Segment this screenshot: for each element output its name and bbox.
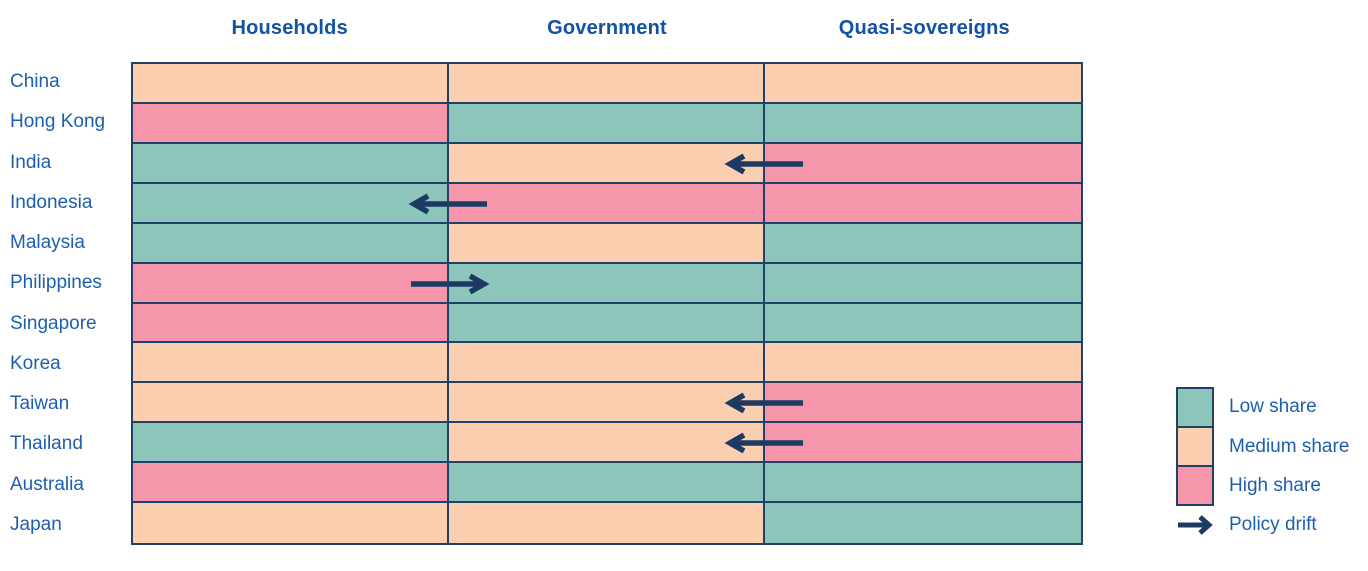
heatmap-cell xyxy=(449,303,765,344)
column-header: Quasi-sovereigns xyxy=(838,16,1010,39)
heatmap-cell xyxy=(449,503,765,543)
heatmap-cell xyxy=(765,423,1081,464)
row-label: Korea xyxy=(10,352,61,374)
heatmap-cell xyxy=(449,383,765,424)
heatmap-cell xyxy=(765,183,1081,224)
heatmap-cell xyxy=(765,103,1081,144)
legend-label: Low share xyxy=(1229,395,1317,417)
legend-label: High share xyxy=(1229,475,1321,497)
heatmap-cell xyxy=(449,263,765,304)
heatmap-cell xyxy=(133,183,449,224)
row-label: Japan xyxy=(10,513,62,535)
row-label: Malaysia xyxy=(10,232,85,254)
row-label: Indonesia xyxy=(10,191,93,213)
heatmap-cell xyxy=(449,103,765,144)
heatmap-cell xyxy=(133,103,449,144)
column-header: Households xyxy=(231,16,348,39)
heatmap-cell xyxy=(133,423,449,464)
row-labels: China Hong Kong India Indonesia Malaysia Phil… xyxy=(10,62,128,545)
heatmap-cell xyxy=(449,463,765,504)
heatmap-cell xyxy=(765,303,1081,344)
heatmap-cell xyxy=(133,64,449,104)
heatmap-cell xyxy=(765,64,1081,104)
policy-drift-arrow-icon xyxy=(1178,515,1213,535)
column-headers: Households Government Quasi-sovereigns xyxy=(131,0,1083,56)
heatmap-cell xyxy=(133,343,449,384)
row-label: Australia xyxy=(10,473,84,495)
legend-swatch-medium xyxy=(1178,428,1212,467)
heatmap-cell xyxy=(765,463,1081,504)
legend-swatches xyxy=(1176,387,1214,506)
legend-policy-drift-label: Policy drift xyxy=(1229,514,1317,535)
heatmap-cell xyxy=(449,183,765,224)
heatmap-cell xyxy=(133,143,449,184)
legend-swatch-high xyxy=(1178,467,1212,504)
heatmap-cell xyxy=(133,303,449,344)
heatmap-cell xyxy=(133,463,449,504)
heatmap-cell xyxy=(449,343,765,384)
heatmap-cell xyxy=(449,423,765,464)
heatmap-cell xyxy=(449,143,765,184)
heatmap-grid xyxy=(131,62,1083,545)
heatmap-cell xyxy=(449,64,765,104)
row-label: China xyxy=(10,71,60,93)
legend-swatch-low xyxy=(1178,389,1212,428)
row-label: Philippines xyxy=(10,272,102,294)
legend-label: Medium share xyxy=(1229,435,1350,457)
column-header: Government xyxy=(547,16,667,39)
heatmap-cell xyxy=(765,223,1081,264)
heatmap-cell xyxy=(133,223,449,264)
heatmap-cell xyxy=(133,263,449,304)
heatmap-cell xyxy=(449,223,765,264)
row-label: Thailand xyxy=(10,433,83,455)
heatmap-cell xyxy=(765,343,1081,384)
row-label: Singapore xyxy=(10,312,97,334)
row-label: India xyxy=(10,151,52,173)
heatmap-cell xyxy=(765,263,1081,304)
heatmap-cell xyxy=(765,383,1081,424)
heatmap-cell xyxy=(133,383,449,424)
heatmap-cell xyxy=(765,143,1081,184)
heatmap-cell xyxy=(133,503,449,543)
row-label: Taiwan xyxy=(10,393,70,415)
legend-labels: Low share Medium share High share xyxy=(1229,387,1349,506)
heatmap-cell xyxy=(765,503,1081,543)
row-label: Hong Kong xyxy=(10,111,106,133)
